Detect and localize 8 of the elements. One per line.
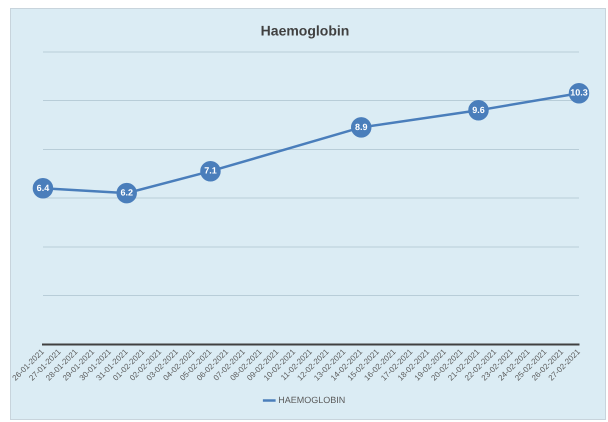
data-label: 10.3 — [570, 88, 588, 98]
data-label: 7.1 — [204, 166, 217, 176]
data-label: 6.4 — [36, 182, 50, 193]
legend-label: HAEMOGLOBIN — [278, 394, 346, 405]
data-label: 9.6 — [472, 104, 485, 115]
data-label: 6.2 — [120, 188, 133, 198]
data-label: 8.9 — [354, 122, 368, 132]
chart-title: Haemoglobin — [260, 22, 350, 38]
